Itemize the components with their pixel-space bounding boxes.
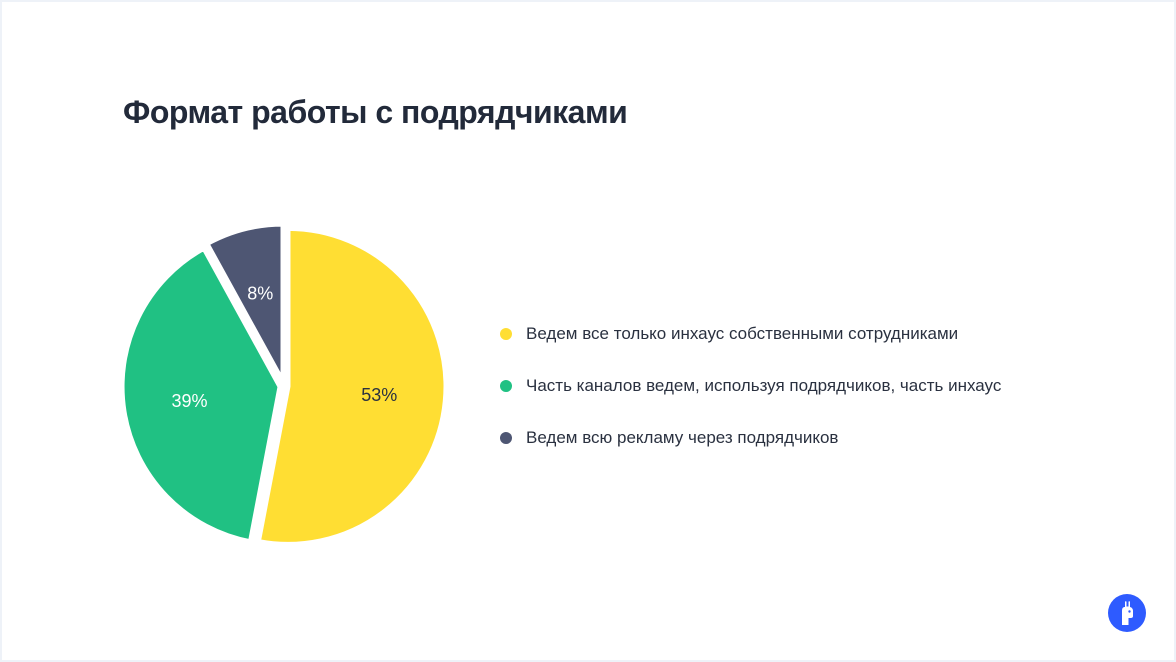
slice-value-label: 53% bbox=[361, 385, 397, 405]
llama-icon bbox=[1108, 594, 1146, 632]
chart-title: Формат работы с подрядчиками bbox=[123, 94, 628, 130]
legend-item: Ведем всю рекламу через подрядчиков bbox=[500, 424, 1001, 452]
legend-item: Ведем все только инхаус собственными сот… bbox=[500, 320, 1001, 348]
legend-item: Часть каналов ведем, используя подрядчик… bbox=[500, 372, 1001, 400]
slice-value-label: 8% bbox=[247, 283, 273, 303]
legend-dot bbox=[500, 432, 512, 444]
legend-label: Часть каналов ведем, используя подрядчик… bbox=[526, 376, 1002, 395]
pie-slice bbox=[119, 245, 283, 545]
pie-chart: 53% 39% 8% bbox=[119, 221, 449, 547]
legend-dot bbox=[500, 380, 512, 392]
legend-label: Ведем всю рекламу через подрядчиков bbox=[526, 428, 839, 447]
legend-label: Ведем все только инхаус собственными сот… bbox=[526, 324, 959, 343]
pie-slice bbox=[255, 225, 449, 547]
slice-value-label: 39% bbox=[172, 391, 208, 411]
legend-dot bbox=[500, 328, 512, 340]
pie-slice bbox=[204, 221, 286, 385]
legend: Ведем все только инхаус собственными сот… bbox=[500, 320, 1001, 476]
